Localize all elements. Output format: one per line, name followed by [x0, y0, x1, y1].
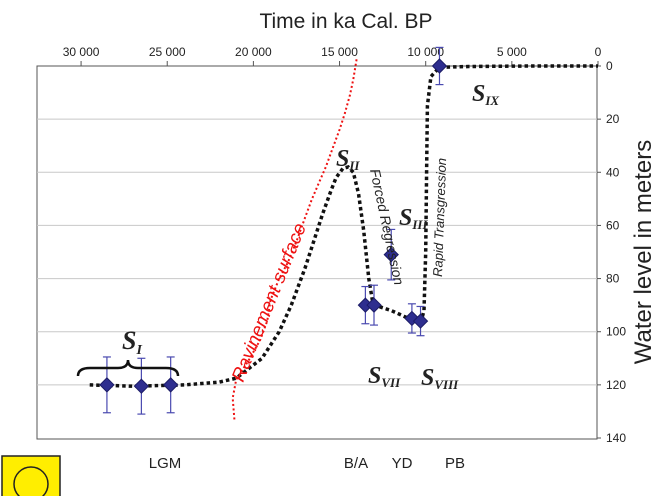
x-tick-label: 20 000 — [235, 45, 272, 59]
data-point — [412, 305, 429, 337]
x-axis: 30 000 25 000 20 000 15 000 10 000 5 000 0 — [63, 45, 602, 66]
ravinement-surface-line — [231, 57, 358, 420]
data-point — [162, 356, 179, 414]
diamond-marker — [383, 246, 399, 263]
data-point — [383, 228, 399, 281]
rapid-transgression-label: Rapid Transgression — [430, 158, 449, 277]
svg-text:SIX: SIX — [472, 81, 499, 108]
period-label-ba: B/A — [344, 455, 368, 472]
svg-text:SI: SI — [122, 326, 142, 358]
y-tick-label: 0 — [606, 59, 613, 73]
data-point — [431, 46, 448, 86]
x-tick-label: 5 000 — [497, 45, 527, 59]
diamond-marker — [431, 58, 448, 74]
stage-label-s3: SIII — [399, 205, 428, 232]
stage-label-s8: SVIII — [421, 365, 459, 392]
stage-label-s1: SI — [122, 326, 142, 358]
svg-text:SVII: SVII — [368, 363, 401, 390]
stage-label-s9: SIX — [472, 81, 499, 108]
diamond-marker — [366, 297, 382, 313]
svg-text:SIII: SIII — [399, 205, 428, 232]
svg-text:SII: SII — [336, 146, 360, 173]
period-label-pb: PB — [445, 455, 465, 472]
y-tick-label: 60 — [606, 218, 620, 232]
data-point — [99, 356, 115, 414]
plot-frame — [36, 65, 598, 440]
chart-title: Time in ka Cal. BP — [259, 10, 432, 33]
stage-one-brace — [76, 359, 180, 377]
stage-label-s7: SVII — [368, 363, 401, 390]
y-tick-label: 80 — [606, 272, 620, 286]
period-label-lgm: LGM — [149, 455, 182, 472]
diamond-marker — [162, 377, 179, 393]
y-axis: 0 20 40 60 80 100 120 140 — [597, 59, 626, 445]
y-axis-title: Water level in meters — [630, 140, 657, 365]
diamond-marker — [99, 377, 115, 393]
diamond-marker — [412, 313, 429, 329]
svg-text:SVIII: SVIII — [421, 365, 459, 392]
y-tick-label: 100 — [606, 325, 626, 339]
stage-label-s2: SII — [336, 146, 360, 173]
y-tick-label: 20 — [606, 112, 620, 126]
diamond-marker — [133, 378, 150, 394]
x-tick-label: 15 000 — [321, 45, 358, 59]
corner-badge — [1, 455, 61, 496]
data-point — [366, 284, 382, 326]
x-tick-label: 10 000 — [407, 45, 444, 59]
x-tick-label: 25 000 — [149, 45, 186, 59]
data-point — [404, 303, 420, 334]
y-tick-label: 40 — [606, 165, 620, 179]
x-tick-label: 0 — [595, 45, 602, 59]
data-points — [99, 46, 448, 415]
y-tick-label: 120 — [606, 378, 626, 392]
y-tick-label: 140 — [606, 431, 626, 445]
corner-badge-icon — [13, 466, 49, 496]
x-tick-label: 30 000 — [63, 45, 100, 59]
period-label-yd: YD — [392, 455, 413, 472]
sea-level-curve — [89, 64, 598, 388]
